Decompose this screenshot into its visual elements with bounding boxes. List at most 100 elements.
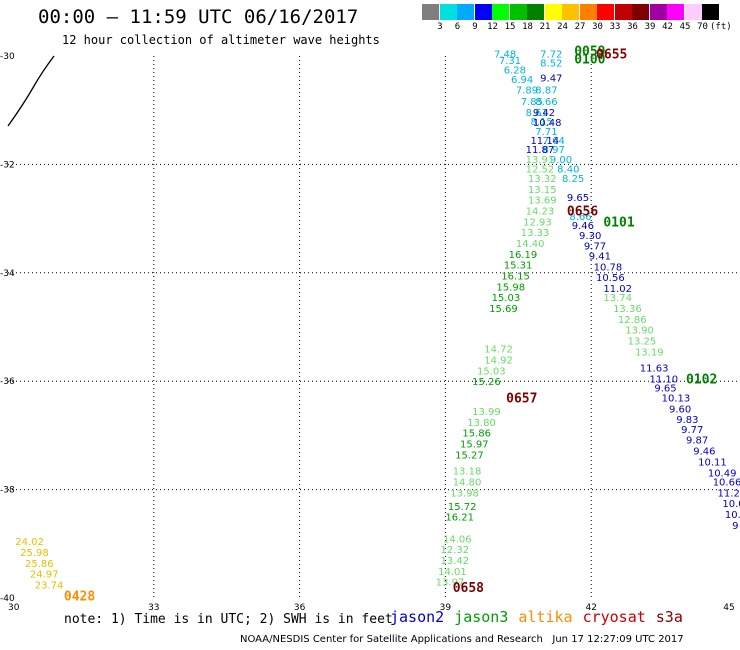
wave-height-value: 12.93: [523, 217, 552, 228]
color-scale-cell: [509, 4, 527, 20]
wave-height-value: 10.48: [533, 118, 562, 129]
wave-height-value: 15.31: [504, 261, 533, 272]
color-scale-label: 9: [472, 22, 478, 32]
color-scale-cell: [597, 4, 614, 20]
map-subtitle: 12 hour collection of altimeter wave hei…: [62, 33, 380, 47]
y-tick-label: -30: [0, 52, 15, 62]
wave-height-value: 15.26: [472, 377, 501, 388]
wave-height-value: 14.01: [438, 567, 467, 578]
pass-time-label: 0101: [603, 215, 634, 230]
wave-height-value: 23.74: [35, 580, 64, 591]
wave-height-value: 13.32: [528, 174, 557, 185]
wave-height-value: 8.66: [569, 212, 591, 223]
pass-time-label: 0655: [596, 47, 627, 62]
wave-height-value: 9.83: [676, 415, 698, 426]
wave-height-value: 15.69: [489, 304, 518, 315]
map-grid: [8, 56, 737, 598]
wave-height-value: 7.48: [494, 49, 516, 60]
color-scale-label: 30: [592, 22, 603, 32]
wave-height-value: 25.98: [20, 548, 49, 559]
color-scale-cell: [457, 4, 474, 20]
pass-time-label: 0657: [506, 391, 537, 406]
color-scale-label: 6: [454, 22, 461, 32]
wave-height-value: 8.52: [540, 59, 562, 70]
wave-height-value: 13.18: [453, 467, 482, 478]
wave-height-value: 8.40: [557, 165, 579, 176]
color-scale-label: 36: [627, 22, 638, 32]
wave-height-value: 7.71: [535, 127, 557, 138]
color-scale-cell: [562, 4, 579, 20]
color-scale-cell: [527, 4, 544, 20]
wave-height-value: 8.87: [535, 86, 557, 97]
wave-height-value: 9.65: [654, 384, 676, 395]
wave-height-value: 11.87: [526, 145, 555, 156]
wave-height-value: 7.89: [516, 86, 538, 97]
axis-ticks: 30 33 36 39 42 45 -30 -32 -34 -36 -38 -40: [0, 52, 735, 613]
wave-height-value: 8.25: [562, 174, 584, 185]
wave-height-value: 15.27: [455, 450, 484, 461]
color-scale-label: 18: [522, 22, 533, 32]
wave-height-value: 11.02: [603, 284, 632, 295]
wave-height-value: 10.3: [725, 510, 740, 521]
x-tick-label: 30: [8, 603, 20, 613]
color-scale-cell: [439, 4, 457, 20]
wave-height-value: 13.74: [603, 293, 632, 304]
wave-height-value: 13.36: [613, 304, 642, 315]
y-tick-label: -36: [0, 377, 15, 387]
legend-jason2: jason2: [390, 608, 445, 626]
pass-time-label: 0656: [567, 204, 598, 219]
wave-height-value: 6.28: [504, 66, 526, 77]
wave-height-values: 7.48 7.727.31 8.526.286.947.898.877.858.66…: [15, 49, 740, 591]
legend-cryosat: cryosat: [582, 608, 646, 626]
wave-height-value: 8.15: [530, 117, 552, 128]
wave-height-value: 11.27: [718, 488, 740, 499]
wave-height-value: 10.49: [708, 468, 737, 479]
x-tick-label: 42: [585, 603, 596, 613]
color-scale-cell: [579, 4, 597, 20]
x-tick-label: 33: [148, 603, 159, 613]
wave-height-value: 9.41: [589, 251, 611, 262]
wave-height-value: 14.40: [516, 239, 545, 250]
color-scale-cell: [614, 4, 632, 20]
y-tick-label: -32: [0, 160, 15, 170]
credit-line: NOAA/NESDIS Center for Satellite Applica…: [240, 634, 684, 645]
color-scale-cell: [492, 4, 509, 20]
color-scale-label: (ft): [710, 22, 732, 32]
wave-height-value: 13.98: [450, 488, 479, 499]
pass-time-label: 0102: [686, 372, 717, 387]
wave-height-value: 8.66: [535, 97, 557, 108]
wave-height-value: 7.72: [540, 49, 562, 60]
y-tick-label: -34: [0, 269, 15, 279]
units-note: note: 1) Time is in UTC; 2) SWH is in fe…: [64, 612, 393, 627]
x-tick-label: 39: [440, 603, 452, 613]
wave-height-value: 14.80: [453, 477, 482, 488]
x-tick-label: 36: [294, 603, 306, 613]
wave-height-value: 13.42: [441, 556, 470, 567]
color-scale-label: 45: [679, 22, 691, 32]
wave-height-value: 15.86: [462, 429, 491, 440]
x-tick-label: 45: [723, 603, 734, 613]
color-scale-label: 24: [557, 22, 568, 32]
pass-time-label: 0100: [574, 53, 605, 68]
wave-height-value: 12.86: [618, 315, 647, 326]
y-tick-label: -38: [0, 486, 15, 496]
wave-height-value: 8.61: [526, 108, 548, 119]
wave-height-value: 9.77: [584, 242, 606, 253]
color-scale-label: 42: [662, 22, 673, 32]
color-scale-label: 21: [539, 22, 551, 32]
coastline: [7, 55, 55, 127]
legend-jason3: jason3: [454, 608, 509, 626]
wave-height-value: 10.56: [596, 273, 625, 284]
wave-height-value: 13.25: [628, 337, 657, 348]
wave-height-value: 9.46: [572, 221, 594, 232]
wave-height-value: 13.80: [467, 418, 496, 429]
wave-height-value: 11.14: [530, 136, 559, 147]
color-scale-label: 3: [437, 22, 443, 32]
wave-height-value: 9.42: [533, 108, 555, 119]
pass-time-label: 0059: [574, 45, 605, 60]
wave-height-value: 12.52: [526, 165, 555, 176]
wave-height-value: 15.03: [477, 366, 506, 377]
wave-height-value: 9.60: [669, 404, 691, 415]
